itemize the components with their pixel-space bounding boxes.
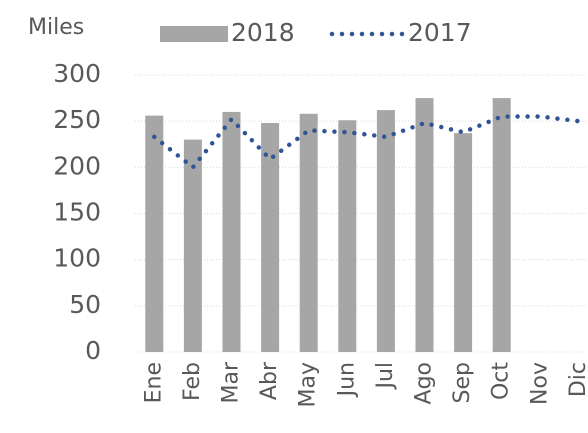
bar <box>261 123 280 352</box>
x-tick-label: Mar <box>219 361 244 403</box>
bar <box>299 113 318 352</box>
legend-label: 2018 <box>231 18 295 47</box>
y-tick-label: 50 <box>69 290 101 319</box>
x-tick-label: Ene <box>141 362 166 403</box>
y-tick-label: 100 <box>53 244 101 273</box>
y-tick-label: 250 <box>53 105 101 134</box>
x-tick-label: Nov <box>527 362 552 405</box>
x-tick-label: Oct <box>489 362 514 400</box>
line <box>152 114 582 171</box>
x-tick-label: Dic <box>566 362 588 397</box>
bar <box>454 133 473 352</box>
legend-swatch <box>160 26 228 42</box>
x-tick-label: Jul <box>373 362 398 391</box>
bar <box>415 98 434 352</box>
bar <box>492 98 511 352</box>
x-tick-label: Abr <box>257 361 282 400</box>
legend-label: 2017 <box>408 18 472 47</box>
y-tick-label: 200 <box>53 151 101 180</box>
x-tick-label: Sep <box>450 362 475 403</box>
y-axis-label: Miles <box>28 15 84 40</box>
y-tick-label: 0 <box>85 336 101 365</box>
x-tick-label: May <box>296 362 321 407</box>
bar <box>338 120 357 352</box>
bar <box>183 139 202 352</box>
bar <box>222 111 241 352</box>
bar <box>376 110 395 352</box>
y-tick-label: 300 <box>53 59 101 88</box>
bar <box>145 115 164 352</box>
x-tick-label: Ago <box>412 362 437 404</box>
y-tick-label: 150 <box>53 198 101 227</box>
x-tick-label: Jun <box>334 362 359 398</box>
x-tick-label: Feb <box>180 362 205 401</box>
